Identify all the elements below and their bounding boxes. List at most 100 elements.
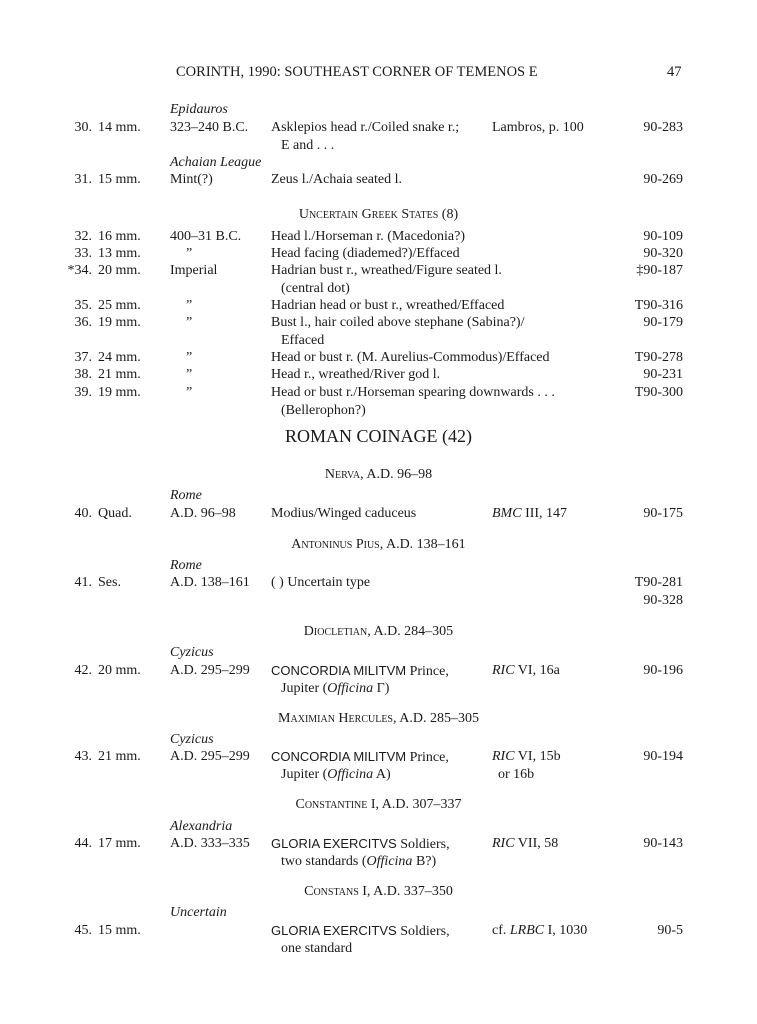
text-segment: CONCORDIA MILITVM [271, 663, 407, 678]
section-heading: Nerva, A.D. 96–98 [324, 467, 433, 482]
catalog-number: 30. [74, 120, 93, 135]
text-segment: VI, 16a [514, 663, 560, 678]
mint-label: Uncertain [170, 905, 227, 920]
description-line: Jupiter (Officina A) [281, 766, 391, 783]
text-segment: RIC [492, 749, 515, 764]
inventory-number: 90-196 [643, 663, 683, 678]
mint-label: Cyzicus [170, 732, 214, 747]
description-line: Hadrian head or bust r., wreathed/Efface… [271, 298, 505, 313]
text-segment: Prince, [406, 750, 449, 765]
description-line: Modius/Winged caduceus [271, 506, 417, 521]
coin-size: 20 mm. [98, 263, 141, 278]
description-line: one standard [281, 940, 353, 956]
section-heading: Maximian Hercules, A.D. 285–305 [278, 711, 479, 726]
coin-size: 24 mm. [98, 350, 141, 365]
text-segment: RIC [492, 836, 515, 851]
date-or-mint: ” [186, 367, 193, 382]
text-segment: Officina [366, 853, 413, 869]
text-segment: RIC [492, 663, 515, 678]
text-segment: III, 147 [521, 506, 568, 521]
inventory-number: ‡90-187 [636, 263, 683, 278]
inventory-number: 90-328 [643, 592, 683, 608]
catalog-number: 37. [74, 350, 93, 365]
date-or-mint: ” [186, 315, 193, 330]
section-heading: Antoninus Pius, A.D. 138–161 [291, 537, 466, 552]
coin-size: 15 mm. [98, 923, 141, 938]
inventory-number: 90-283 [643, 120, 683, 135]
text-segment: cf. [492, 923, 510, 938]
catalog-number: 35. [74, 298, 93, 313]
text-segment: LRBC [509, 923, 545, 938]
description-line: Zeus l./Achaia seated l. [271, 172, 403, 187]
text-segment: I, 1030 [544, 923, 588, 938]
text-segment: two standards ( [281, 853, 367, 869]
mint-label: Cyzicus [170, 645, 214, 660]
text-segment: Jupiter ( [281, 680, 328, 696]
catalog-number: 36. [74, 315, 93, 330]
text-segment: Soldiers, [396, 924, 450, 939]
text-segment: VI, 15b [514, 749, 561, 764]
date-or-mint: Imperial [170, 263, 218, 278]
coin-size: Ses. [98, 575, 121, 590]
date-or-mint: A.D. 295–299 [170, 663, 250, 678]
description-line: Head or bust r. (M. Aurelius-Commodus)/E… [271, 350, 550, 365]
text-segment: Γ) [373, 680, 390, 696]
description-line: Head l./Horseman r. (Macedonia?) [271, 229, 465, 244]
text-segment: BMC [492, 506, 522, 521]
text-segment: Officina [327, 766, 374, 782]
inventory-number: 90-143 [643, 836, 683, 851]
text-segment: VII, 58 [514, 836, 559, 851]
date-or-mint: A.D. 295–299 [170, 749, 250, 764]
text-segment: GLORIA EXERCITVS [271, 836, 397, 851]
coin-size: 14 mm. [98, 120, 141, 135]
mint-label: Epidauros [170, 102, 228, 117]
text-segment: Soldiers, [396, 837, 450, 852]
description-line: Asklepios head r./Coiled snake r.; [271, 120, 460, 135]
running-header-title: CORINTH, 1990: SOUTHEAST CORNER OF TEMEN… [176, 64, 538, 80]
coin-size: 15 mm. [98, 172, 141, 187]
major-heading: ROMAN COINAGE (42) [285, 426, 472, 446]
inventory-number: 90-5 [657, 923, 683, 938]
coin-size: 16 mm. [98, 229, 141, 244]
inventory-number: 90-109 [643, 229, 683, 244]
description-line: Head r., wreathed/River god l. [271, 367, 441, 382]
inventory-number: T90-316 [634, 298, 683, 313]
text-segment: GLORIA EXERCITVS [271, 923, 397, 938]
coin-size: Quad. [98, 506, 132, 521]
coin-size: 25 mm. [98, 298, 141, 313]
description-line: (Bellerophon?) [281, 402, 366, 418]
description-line: Head facing (diademed?)/Effaced [271, 246, 460, 261]
description-line: GLORIA EXERCITVS Soldiers, [271, 835, 450, 853]
description-line: CONCORDIA MILITVM Prince, [271, 748, 449, 766]
coin-size: 19 mm. [98, 385, 141, 400]
inventory-number: T90-278 [634, 350, 683, 365]
description-line: two standards (Officina B?) [281, 853, 436, 870]
description-line: Hadrian bust r., wreathed/Figure seated … [271, 263, 502, 278]
page-number: 47 [667, 64, 682, 80]
description-line: Jupiter (Officina Γ) [281, 680, 389, 697]
section-heading: Uncertain Greek States (8) [298, 207, 459, 222]
date-or-mint: 400–31 B.C. [170, 229, 242, 244]
reference: or 16b [498, 766, 535, 782]
description-line: Ε and . . . [281, 137, 335, 153]
catalog-number: 43. [74, 749, 93, 764]
catalog-number: 45. [74, 923, 93, 938]
reference: RIC VI, 16a [492, 662, 560, 679]
coin-size: 13 mm. [98, 246, 141, 261]
coin-size: 20 mm. [98, 663, 141, 678]
coin-size: 21 mm. [98, 367, 141, 382]
inventory-number: 90-320 [643, 246, 683, 261]
mint-label: Alexandria [170, 819, 233, 834]
text-segment: CONCORDIA MILITVM [271, 749, 407, 764]
catalog-number: 31. [74, 172, 93, 187]
catalog-number: 41. [74, 575, 93, 590]
text-segment: Jupiter ( [281, 766, 328, 782]
reference: RIC VII, 58 [492, 835, 558, 852]
mint-label: Rome [170, 558, 202, 573]
text-segment: B?) [412, 853, 437, 869]
description-line: Effaced [281, 332, 325, 348]
catalog-number: 40. [74, 506, 93, 521]
reference: BMC III, 147 [492, 505, 567, 522]
inventory-number: 90-175 [643, 506, 683, 521]
